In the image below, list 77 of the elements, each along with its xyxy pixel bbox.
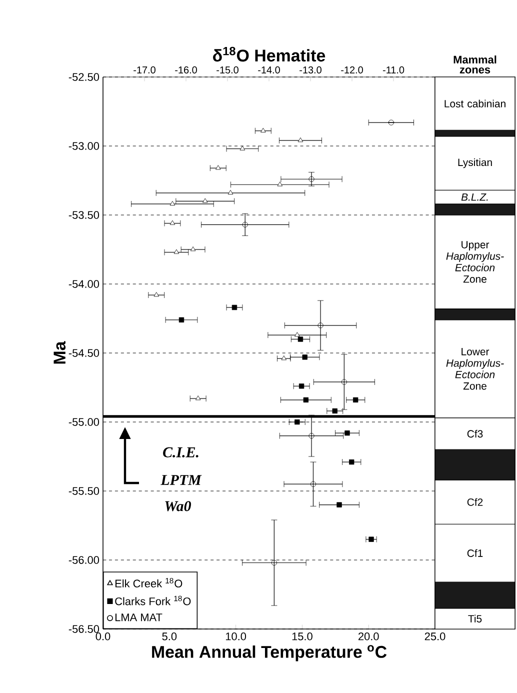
point (341, 379, 347, 385)
point (271, 560, 277, 566)
point (195, 396, 201, 400)
legend-label: LMA MAT (115, 614, 162, 622)
series-label: Lysitian (458, 158, 492, 168)
y-tick-label: -53.00 (68, 142, 100, 150)
series-label: Cf3 (467, 430, 483, 438)
x-axis-title: Mean Annual Temperature $^{o}$C (152, 645, 387, 662)
series-label: B.L.Z. (461, 193, 488, 201)
point (349, 459, 354, 465)
point (170, 200, 176, 206)
point (294, 419, 300, 425)
point (232, 304, 238, 310)
legend-label: Clarks Fork $^{18}$O (115, 596, 191, 606)
point (228, 190, 234, 195)
point (353, 397, 358, 403)
y-tick-label: -54.00 (68, 280, 100, 288)
x-tick-label: 0.0 (96, 632, 110, 640)
x-tick-label: 10.0 (226, 632, 246, 640)
legend-label: Elk Creek $^{18}$O (115, 578, 182, 588)
point (308, 176, 314, 182)
series-label: Ti5 (468, 614, 482, 622)
x2-tick-label: -14.0 (258, 66, 280, 74)
point (308, 433, 314, 439)
y-tick-label: -55.00 (68, 418, 100, 426)
point (281, 356, 286, 360)
point (190, 246, 196, 252)
point (294, 332, 300, 337)
annotation: C.I.E. (163, 447, 198, 458)
point (344, 430, 350, 436)
point (174, 249, 180, 254)
y-tick-label: -52.50 (68, 73, 100, 81)
x2-tick-label: -12.0 (341, 66, 363, 74)
x2-tick-label: -16.0 (175, 66, 197, 74)
y-tick-label: -55.50 (68, 487, 100, 495)
chart-title: Mammal zones (454, 55, 496, 74)
x2-tick-label: -13.0 (300, 66, 322, 74)
y-tick-label: -54.50 (68, 349, 100, 357)
point (388, 120, 394, 126)
point (202, 198, 208, 203)
point (318, 322, 324, 328)
y-tick-label: -56.50 (68, 625, 100, 633)
x-tick-label: 15.0 (292, 632, 312, 640)
point (298, 137, 304, 142)
point (216, 165, 221, 170)
point (302, 354, 308, 360)
point (260, 128, 266, 132)
point (298, 384, 304, 389)
point (240, 146, 246, 150)
point (336, 502, 342, 508)
series-label: Cf1 (467, 549, 483, 557)
x-tick-label: 20.0 (358, 632, 379, 640)
point (298, 336, 304, 342)
y-axis-title: Ma (54, 341, 66, 364)
series-label: Upper Haplomylus-Ectocion Zone (446, 241, 504, 283)
point (303, 397, 309, 403)
point (332, 408, 338, 414)
series-label: Lost cabinian (444, 100, 506, 108)
x-tick-label: 25.0 (424, 632, 446, 640)
series-label: Lower Haplomylus-Ectocion Zone (446, 348, 504, 390)
point (170, 220, 176, 225)
annotation: LPTM (160, 475, 202, 485)
x2-axis-title: δ$^{18}$O Hematite (213, 46, 326, 62)
point (154, 292, 159, 297)
point (310, 481, 316, 487)
point (368, 536, 374, 542)
y-tick-label: -53.50 (68, 211, 100, 219)
x2-tick-label: -15.0 (216, 66, 238, 74)
point (178, 317, 184, 322)
annotation: Wa0 (165, 501, 191, 512)
x2-tick-label: -17.0 (134, 66, 156, 74)
x2-tick-label: -11.0 (382, 66, 404, 74)
y-tick-label: -56.00 (68, 556, 100, 564)
x-tick-label: 5.0 (162, 632, 177, 640)
series-label: Cf2 (467, 498, 483, 506)
point (277, 182, 283, 186)
point (242, 222, 248, 228)
